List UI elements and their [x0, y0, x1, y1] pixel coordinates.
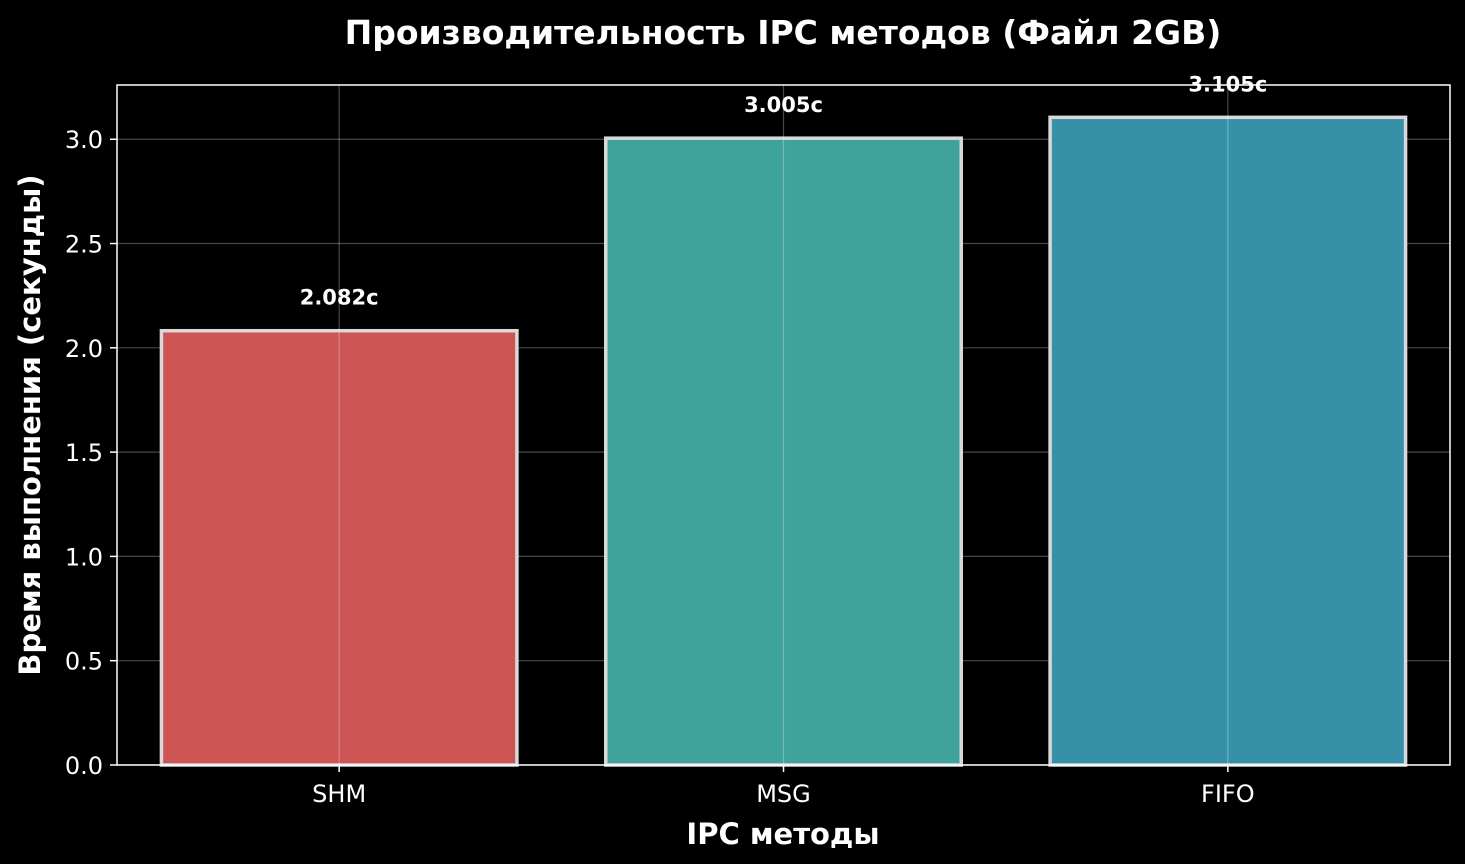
y-tick-label: 3.0 [65, 126, 103, 154]
y-axis-label: Время выполнения (секунды) [13, 174, 47, 675]
y-tick-label: 0.0 [65, 752, 103, 780]
y-tick-label: 2.0 [65, 335, 103, 363]
vertical-grid [338, 85, 1229, 765]
x-axis-label: IPC методы [686, 817, 879, 851]
y-tick-label: 2.5 [65, 231, 103, 259]
y-tick-label: 1.5 [65, 439, 103, 467]
y-axis: 0.0 0.5 1.0 1.5 2.0 2.5 3.0 [65, 126, 117, 780]
value-label-msg: 3.005с [744, 93, 823, 117]
y-tick-label: 1.0 [65, 543, 103, 571]
chart-title: Производительность IPC методов (Файл 2GB… [345, 13, 1222, 52]
y-tick-label: 0.5 [65, 648, 103, 676]
x-axis: SHM MSG FIFO [312, 765, 1255, 808]
x-tick-label-fifo: FIFO [1201, 780, 1255, 808]
value-label-shm: 2.082с [300, 286, 379, 310]
bar-msg [604, 136, 963, 767]
data-labels: 2.082с 3.005с 3.105с [300, 72, 1268, 309]
bar-fifo [1048, 115, 1408, 767]
x-tick-label-shm: SHM [312, 780, 366, 808]
x-tick-label-msg: MSG [756, 780, 811, 808]
bars [159, 115, 1408, 767]
value-label-fifo: 3.105с [1188, 72, 1267, 96]
